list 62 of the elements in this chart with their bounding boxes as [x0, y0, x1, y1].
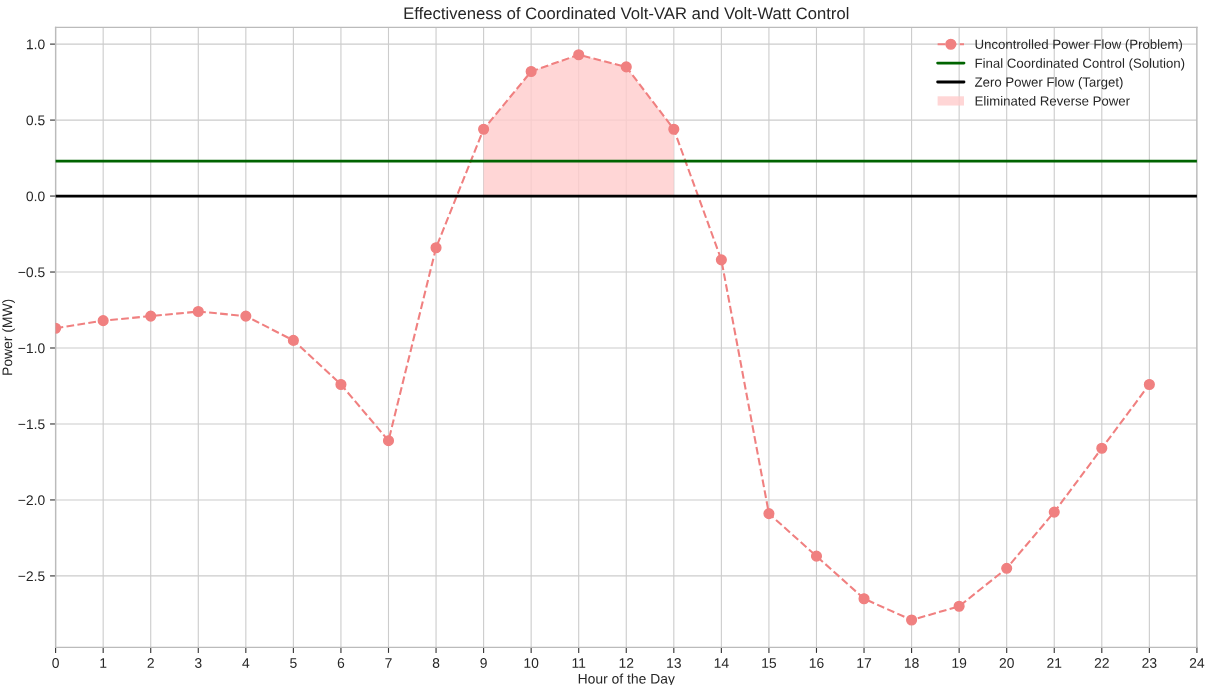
x-tick-label: 11 — [572, 658, 586, 668]
y-tick-label: −2.0 — [18, 495, 45, 506]
x-tick-label: 3 — [194, 658, 202, 668]
x-tick-label: 20 — [999, 658, 1014, 668]
legend-label: Uncontrolled Power Flow (Problem) — [975, 39, 1182, 52]
point — [573, 49, 585, 61]
point — [1143, 378, 1155, 391]
x-tick-label: 7 — [385, 658, 392, 668]
x-tick-label: 0 — [52, 658, 59, 668]
legend-label: Zero Power Flow (Target) — [974, 77, 1123, 90]
x-tick-label: 22 — [1094, 658, 1109, 668]
y-tick-label: 1.0 — [26, 39, 45, 50]
y-axis-title: Power (MW) — [2, 299, 15, 375]
x-tick-label: 17 — [857, 658, 872, 668]
x-tick-label: 19 — [952, 658, 967, 668]
point — [192, 305, 204, 318]
x-tick-label: 8 — [432, 658, 440, 668]
x-tick-label: 24 — [1189, 658, 1205, 668]
point — [763, 508, 775, 520]
point — [906, 614, 918, 626]
point — [858, 593, 870, 605]
x-tick-label: 2 — [147, 658, 154, 668]
y-tick-label: −2.5 — [18, 571, 45, 582]
x-tick-label: 14 — [714, 658, 729, 668]
point — [478, 123, 490, 135]
x-tick-label: 1 — [100, 658, 107, 668]
chart-title: Effectiveness of Coordinated Volt-VAR and Volt-Watt Control — [404, 6, 849, 20]
y-tick-label: −0.5 — [18, 267, 45, 278]
point — [810, 550, 823, 562]
point — [668, 123, 680, 135]
x-tick-label: 23 — [1142, 658, 1157, 668]
y-tick-label: 0.0 — [26, 191, 45, 202]
point — [287, 334, 299, 346]
point — [145, 310, 157, 322]
x-tick-label: 9 — [480, 658, 487, 668]
x-tick-label: 21 — [1047, 658, 1062, 668]
x-tick-label: 5 — [290, 658, 297, 668]
x-tick-label: 12 — [619, 658, 634, 668]
point — [382, 435, 395, 447]
point — [1096, 442, 1108, 454]
point — [240, 310, 252, 322]
point — [97, 315, 109, 327]
x-tick-label: 4 — [242, 658, 250, 668]
x-tick-label: 13 — [667, 658, 681, 668]
point — [620, 61, 632, 73]
point — [525, 65, 537, 78]
y-tick-label: −1.5 — [18, 419, 45, 430]
legend-label: Final Coordinated Control (Solution) — [975, 58, 1185, 71]
x-tick-label: 10 — [524, 658, 539, 668]
point — [430, 242, 442, 254]
x-tick-label: 15 — [762, 658, 777, 668]
point — [1001, 562, 1013, 574]
x-tick-label: 16 — [809, 658, 824, 668]
x-tick-label: 6 — [337, 658, 345, 668]
x-tick-label: 18 — [904, 658, 919, 668]
point — [953, 600, 965, 612]
y-tick-label: 0.5 — [26, 115, 45, 126]
point — [1048, 506, 1060, 518]
point — [335, 378, 347, 391]
legend-label: Eliminated Reverse Power — [975, 95, 1130, 106]
point — [715, 254, 727, 266]
y-tick-label: −1.0 — [18, 343, 45, 354]
